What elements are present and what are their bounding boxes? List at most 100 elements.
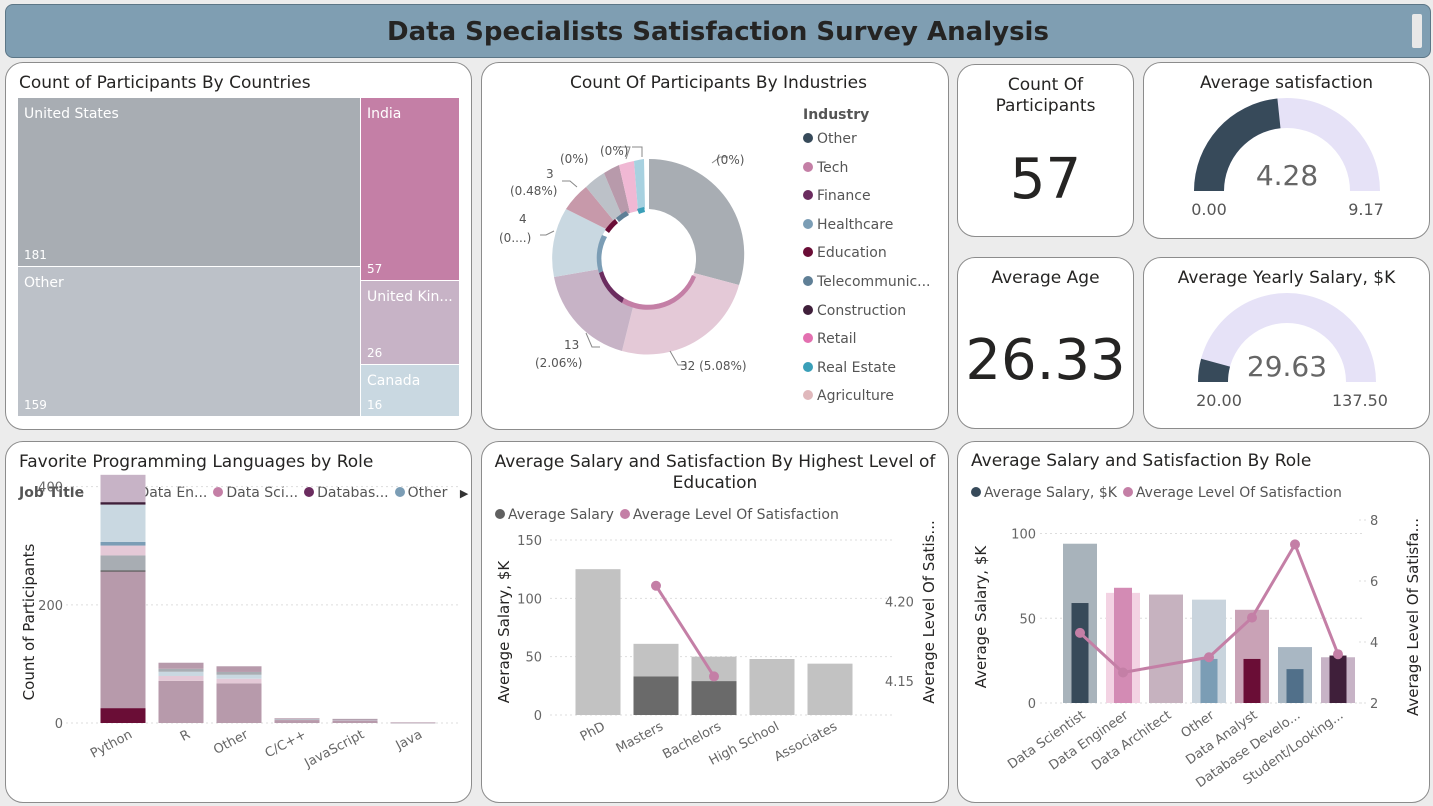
legend-item[interactable]: Healthcare bbox=[803, 211, 931, 240]
legend-next-arrow[interactable]: ▶ bbox=[459, 487, 469, 500]
bar bbox=[749, 659, 795, 715]
legend-item[interactable]: Data Sci... bbox=[213, 485, 298, 501]
bar-segment bbox=[100, 570, 146, 572]
legend-label: Other bbox=[817, 131, 857, 147]
y-tick-label: 100 bbox=[1011, 528, 1036, 543]
bar-segment bbox=[390, 722, 436, 724]
legend-dot-icon bbox=[803, 304, 813, 315]
donut-label: (0%) bbox=[716, 153, 744, 167]
role-ylabel: Average Salary, $K bbox=[972, 545, 990, 689]
industries-donut-svg: (0%) (0%) (0%) 3 (0.48%) 4 (0....) 13 (2… bbox=[499, 144, 747, 373]
industries-legend-title: Industry bbox=[803, 107, 870, 123]
bar-segment bbox=[158, 668, 204, 672]
legend-item[interactable]: Retail bbox=[803, 325, 931, 354]
y-tick-label: 200 bbox=[38, 599, 63, 614]
legend-item[interactable]: Average Salary bbox=[495, 507, 614, 523]
legend-item[interactable]: Databas... bbox=[304, 485, 389, 501]
donut-label: (0%) bbox=[600, 144, 628, 158]
legend-item[interactable]: Other bbox=[803, 125, 931, 154]
legend-item[interactable]: Real Estate bbox=[803, 354, 931, 383]
languages-title: Favorite Programming Languages by Role bbox=[19, 452, 374, 472]
bar-overlay bbox=[1329, 655, 1347, 703]
gauge-min: 0.00 bbox=[1191, 200, 1227, 219]
treemap-cell-united-states[interactable]: United States 181 bbox=[18, 98, 360, 266]
role-chart-card: Average Salary and Satisfaction By Role … bbox=[957, 441, 1430, 803]
legend-dot-icon bbox=[803, 275, 813, 286]
satisfaction-gauge-svg: 4.28 0.00 9.17 bbox=[1191, 98, 1384, 219]
x-tick-label: C/C++ bbox=[263, 727, 309, 761]
gauge-track bbox=[1198, 293, 1376, 382]
legend-label: Telecommunic... bbox=[817, 273, 931, 290]
legend-dot-icon bbox=[803, 247, 813, 258]
average-age-value: 26.33 bbox=[965, 328, 1126, 393]
y2-tick-label: 8 bbox=[1370, 514, 1378, 529]
donut-chart[interactable] bbox=[552, 158, 745, 355]
legend-item[interactable]: Average Salary, $K bbox=[971, 485, 1117, 501]
education-title: Average Salary and Satisfaction By Highe… bbox=[482, 452, 948, 494]
legend-item[interactable]: Telecommunic... bbox=[803, 268, 931, 297]
donut-inner-ring-healthcare bbox=[596, 235, 607, 273]
bar-segment bbox=[332, 718, 378, 720]
y2-tick-label: 4 bbox=[1370, 636, 1378, 651]
countries-treemap-card: Count of Participants By Countries Unite… bbox=[5, 62, 472, 430]
y-tick-label: 0 bbox=[1028, 697, 1036, 712]
industries-legend: Industry Other Tech Finance Healthcare Educa… bbox=[803, 107, 931, 411]
legend-item[interactable]: Finance bbox=[803, 182, 931, 211]
x-tick-label: R bbox=[178, 727, 193, 744]
bar-overlay bbox=[1071, 603, 1089, 703]
bar-segment bbox=[274, 718, 320, 720]
treemap-cell-other[interactable]: Other 159 bbox=[18, 267, 360, 416]
count-participants-value: 57 bbox=[1009, 147, 1082, 212]
bar-segment bbox=[100, 555, 146, 571]
count-participants-card: Count Of Participants 57 bbox=[957, 64, 1134, 237]
role-title: Average Salary and Satisfaction By Role bbox=[971, 451, 1312, 471]
bar-segment bbox=[216, 678, 262, 684]
x-tick-label: Masters bbox=[614, 719, 666, 756]
header-scrollbar[interactable] bbox=[1412, 14, 1422, 48]
legend-item[interactable]: Average Level Of Satisfaction bbox=[1122, 485, 1342, 501]
legend-label: Construction bbox=[817, 302, 907, 319]
legend-item[interactable]: Agriculture bbox=[803, 382, 931, 411]
bar-segment bbox=[216, 671, 262, 675]
salary-gauge-svg: 29.63 20.00 137.50 bbox=[1196, 293, 1388, 410]
education-chart-card: Average Salary and Satisfaction By Highe… bbox=[481, 441, 949, 803]
gauge-max: 9.17 bbox=[1348, 200, 1384, 219]
donut-inner-ring-telecom bbox=[616, 211, 629, 222]
legend-item[interactable]: Other bbox=[394, 485, 447, 501]
education-title-line1: Average Salary and Satisfaction By Highe… bbox=[494, 452, 936, 472]
bar-overlay bbox=[1243, 658, 1261, 703]
treemap-cell-india[interactable]: India 57 bbox=[361, 98, 459, 280]
gauge-value: 29.63 bbox=[1247, 350, 1327, 383]
legend-label: Tech bbox=[817, 159, 849, 176]
y2-tick-label: 4.15 bbox=[885, 675, 914, 690]
legend-item[interactable]: Average Level Of Satisfaction bbox=[619, 507, 839, 523]
gauge-max: 137.50 bbox=[1332, 391, 1388, 410]
bar-segment bbox=[274, 718, 320, 720]
donut-label: (2.06%) bbox=[535, 356, 582, 370]
legend-label: Data En... bbox=[138, 485, 208, 501]
bar-segment bbox=[100, 708, 146, 723]
treemap-cell-canada[interactable]: Canada 16 bbox=[361, 365, 459, 416]
legend-dot-icon bbox=[495, 509, 505, 519]
bar bbox=[575, 569, 621, 715]
satisfaction-gauge-card: Average satisfaction 4.28 0.00 9.17 bbox=[1143, 62, 1430, 239]
legend-dot-icon bbox=[803, 390, 813, 401]
education-chart-svg: Average Salary, $K Average Level Of Sati… bbox=[495, 520, 938, 768]
languages-legend-title: Job Title bbox=[19, 485, 85, 501]
bar-segment bbox=[100, 474, 146, 503]
treemap-label: Other bbox=[24, 275, 64, 291]
treemap-value: 16 bbox=[367, 398, 383, 412]
legend-item[interactable]: Construction bbox=[803, 297, 931, 326]
bar bbox=[807, 663, 853, 715]
satisfaction-point bbox=[651, 580, 661, 591]
legend-item[interactable]: Tech bbox=[803, 154, 931, 183]
salary-gauge-title: Average Yearly Salary, $K bbox=[1177, 268, 1396, 288]
bar-segment bbox=[332, 719, 378, 721]
donut-label: 3 bbox=[546, 167, 554, 181]
legend-item[interactable]: Education bbox=[803, 239, 931, 268]
y-tick-label: 0 bbox=[55, 717, 63, 732]
bar-segment bbox=[100, 541, 146, 546]
treemap-cell-united-kingdom[interactable]: United Kin... 26 bbox=[361, 281, 459, 364]
bar-segment bbox=[158, 662, 204, 669]
donut-inner-ring-realestate bbox=[637, 207, 645, 214]
